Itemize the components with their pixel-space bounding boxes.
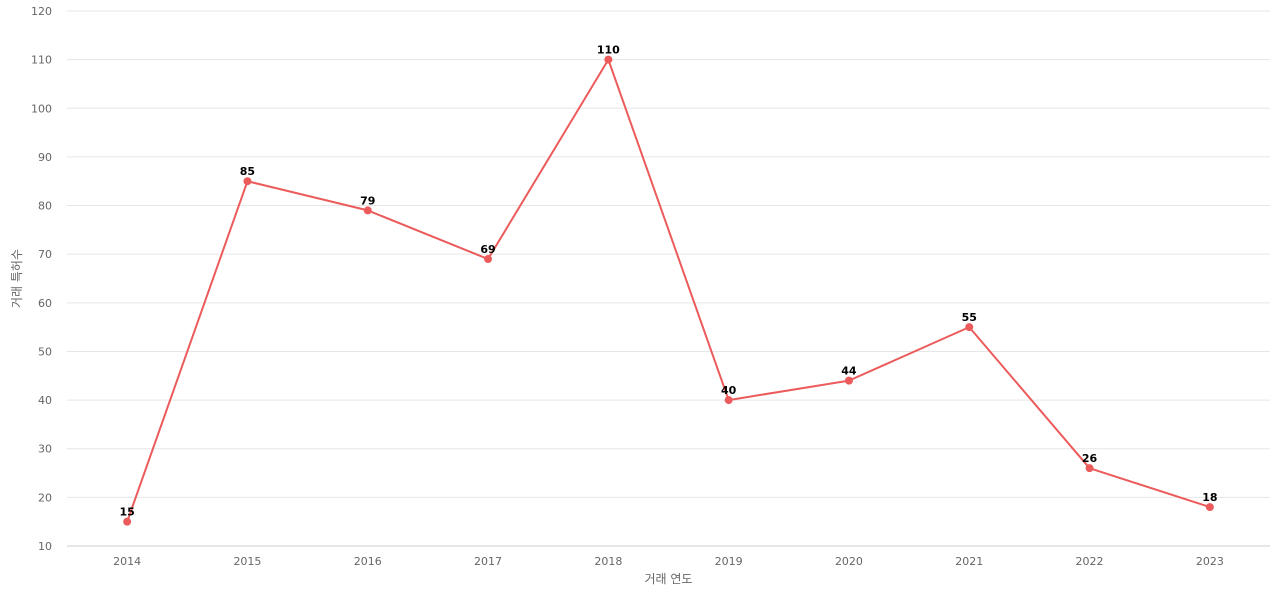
y-tick-label: 80 <box>38 200 52 213</box>
x-tick-label: 2017 <box>474 555 502 568</box>
y-tick-label: 90 <box>38 151 52 164</box>
data-label: 15 <box>119 506 134 519</box>
x-tick-label: 2020 <box>835 555 863 568</box>
y-tick-label: 100 <box>31 102 52 115</box>
y-tick-label: 70 <box>38 248 52 261</box>
data-label: 85 <box>240 165 255 178</box>
series <box>123 55 1214 526</box>
x-axis-title: 거래 연도 <box>645 572 693 586</box>
y-tick-label: 30 <box>38 443 52 456</box>
data-label: 44 <box>841 365 857 378</box>
x-tick-label: 2014 <box>113 555 141 568</box>
data-label: 18 <box>1202 491 1217 504</box>
x-tick-label: 2016 <box>354 555 382 568</box>
y-tick-label: 20 <box>38 491 52 504</box>
y-tick-label: 40 <box>38 394 52 407</box>
data-point <box>123 517 132 526</box>
data-point <box>1085 464 1094 473</box>
data-point <box>484 255 493 264</box>
y-tick-label: 60 <box>38 297 52 310</box>
data-label: 26 <box>1082 452 1098 465</box>
data-label: 69 <box>480 243 495 256</box>
y-axis-ticks: 10 20 30 40 50 60 70 80 90 100 110 120 <box>31 5 52 553</box>
data-point <box>363 206 372 215</box>
data-point <box>604 55 613 64</box>
y-tick-label: 10 <box>38 540 52 553</box>
y-axis-title: 거래 특허수 <box>10 249 24 308</box>
data-label: 110 <box>597 44 620 57</box>
data-label: 40 <box>721 384 737 397</box>
x-tick-label: 2022 <box>1076 555 1104 568</box>
data-point <box>243 177 252 186</box>
x-tick-label: 2018 <box>594 555 622 568</box>
y-tick-label: 120 <box>31 5 52 18</box>
data-point <box>724 396 733 405</box>
y-tick-label: 50 <box>38 345 52 358</box>
data-point <box>965 323 974 332</box>
x-tick-label: 2021 <box>955 555 983 568</box>
x-axis-ticks: 2014 2015 2016 2017 2018 2019 2020 2021 2022 2023 <box>113 555 1224 568</box>
data-label: 55 <box>962 311 977 324</box>
series-line <box>126 58 1211 523</box>
data-point <box>1205 503 1214 512</box>
x-tick-label: 2023 <box>1196 555 1224 568</box>
gridlines <box>67 10 1270 547</box>
y-tick-label: 110 <box>31 54 52 67</box>
data-labels: 15 85 79 69 110 40 44 55 26 18 <box>119 44 1217 519</box>
data-label: 79 <box>360 194 375 207</box>
data-point <box>844 376 853 385</box>
x-tick-label: 2015 <box>233 555 261 568</box>
x-tick-label: 2019 <box>715 555 743 568</box>
